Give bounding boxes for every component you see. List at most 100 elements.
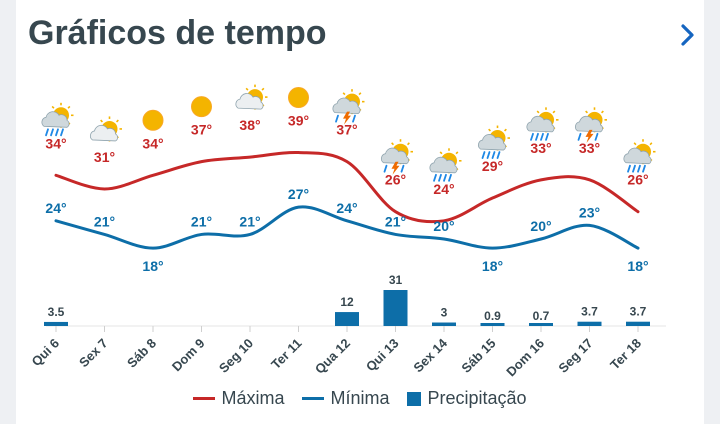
min-temp-label: 18° — [482, 258, 503, 274]
sun-ray — [67, 105, 71, 109]
rain-drop — [486, 151, 491, 159]
legend-swatch-max — [193, 397, 216, 400]
cloud-shape — [380, 147, 409, 165]
x-tick-label: Ter 11 — [268, 336, 305, 373]
page-title: Gráficos de tempo — [28, 14, 327, 52]
x-tick-label: Seg 10 — [216, 336, 256, 376]
x-tick-label: Seg 17 — [555, 336, 595, 376]
lightning-bolt — [391, 161, 400, 175]
precip-bar — [626, 321, 650, 326]
rain-drop — [45, 128, 49, 137]
storm-sun-icon — [574, 107, 607, 143]
precip-bar — [383, 290, 408, 326]
chevron-right-icon[interactable] — [676, 20, 700, 50]
max-temp-label: 24° — [433, 181, 454, 197]
rain-drop — [60, 128, 64, 137]
rain-drop — [443, 173, 447, 182]
sun-ray — [261, 87, 265, 91]
rain-drop — [594, 132, 599, 141]
x-tick-label: Sex 7 — [76, 336, 111, 371]
precip-label: 0.7 — [533, 309, 550, 323]
min-temp-label: 24° — [336, 200, 357, 216]
cloud-shape — [429, 156, 458, 174]
sun-ray — [504, 128, 507, 132]
cloud-shape — [89, 125, 118, 142]
rain-drop — [540, 132, 544, 141]
x-tick-label: Qua 12 — [312, 336, 353, 377]
legend-label-max: Máxima — [221, 388, 285, 408]
sun-icon — [142, 109, 164, 131]
min-temp-label: 21° — [385, 213, 406, 229]
precip-bar — [44, 321, 68, 326]
rain-drop — [577, 132, 582, 141]
rain-drop — [632, 164, 636, 173]
sun-ray — [100, 119, 103, 123]
min-temp-label: 24° — [45, 200, 66, 216]
min-temp-label: 18° — [142, 258, 163, 274]
x-tick-label: Sáb 15 — [458, 336, 498, 376]
max-temp-line — [54, 150, 640, 224]
cloud-sun-icon — [89, 116, 122, 142]
precip-bar — [480, 323, 505, 326]
rain-drop — [383, 164, 388, 173]
min-temp-label: 20° — [530, 218, 551, 234]
temperature-chart: 3.5 12 31 3 0.9 0.7 3.7 3.7 34° 31° 34° 37° 38° 39° 37… — [29, 84, 666, 379]
max-temp-label: 37° — [336, 122, 357, 138]
sun-icon — [288, 87, 309, 109]
sun-ray — [552, 110, 556, 114]
rain-sun-icon — [526, 107, 559, 141]
legend-item-precip[interactable]: Precipitação — [407, 388, 527, 409]
max-temp-label: 37° — [191, 122, 212, 138]
sun-disc — [288, 87, 309, 109]
legend-item-min[interactable]: Mínima — [302, 388, 389, 409]
rain-drop — [433, 173, 437, 182]
x-tick-label: Qui 13 — [363, 336, 402, 375]
max-temp-label: 34° — [142, 135, 163, 151]
rain-drop — [496, 151, 501, 159]
rain-sun-icon — [429, 148, 462, 182]
rain-drop — [438, 173, 442, 182]
precip-bar — [432, 322, 456, 326]
weather-chart-card: Gráficos de tempo 3.5 12 31 3 0.9 0.7 3.7 3.7 34… — [16, 0, 704, 424]
max-temp-label: 34° — [45, 135, 66, 151]
sun-ray — [358, 92, 362, 96]
min-temp-label: 23° — [579, 204, 600, 220]
min-temp-label: 27° — [288, 186, 309, 202]
rain-drop — [481, 151, 486, 159]
rain-sun-icon — [623, 139, 656, 173]
legend-item-max[interactable]: Máxima — [193, 388, 284, 409]
precip-label: 3.7 — [581, 305, 598, 319]
precip-label: 0.9 — [484, 309, 501, 323]
rain-drop — [352, 114, 356, 123]
max-temp-label: 33° — [579, 140, 600, 156]
rain-drop — [530, 132, 534, 141]
sun-ray — [51, 105, 55, 109]
cloud-shape — [332, 97, 361, 115]
precip-bar — [577, 321, 602, 326]
cloud-shape — [477, 134, 506, 151]
max-temp-label: 26° — [385, 172, 406, 188]
precip-label: 12 — [340, 295, 354, 309]
min-temp-label: 20° — [433, 218, 454, 234]
sun-ray — [488, 128, 491, 132]
cloud-shape — [526, 115, 555, 133]
precip-label: 31 — [389, 273, 403, 287]
cloud-shape — [574, 115, 603, 133]
storm-sun-icon — [332, 89, 365, 125]
x-tick-label: Sex 14 — [410, 335, 450, 375]
lightning-bolt — [585, 129, 594, 143]
min-temp-label: 21° — [239, 213, 260, 229]
sun-ray — [116, 119, 119, 123]
rain-sun-icon — [41, 102, 74, 137]
sun-disc — [191, 96, 212, 118]
cloud-shape — [235, 93, 264, 110]
sun-ray — [649, 142, 653, 146]
legend-swatch-min — [302, 397, 325, 400]
rain-drop — [400, 164, 405, 173]
max-temp-label: 33° — [530, 140, 551, 156]
sun-icon — [191, 96, 212, 118]
cloud-shape — [623, 147, 652, 165]
sun-ray — [342, 92, 346, 96]
cloud-sun-icon — [235, 84, 268, 110]
x-tick-label: Dom 9 — [169, 336, 208, 375]
